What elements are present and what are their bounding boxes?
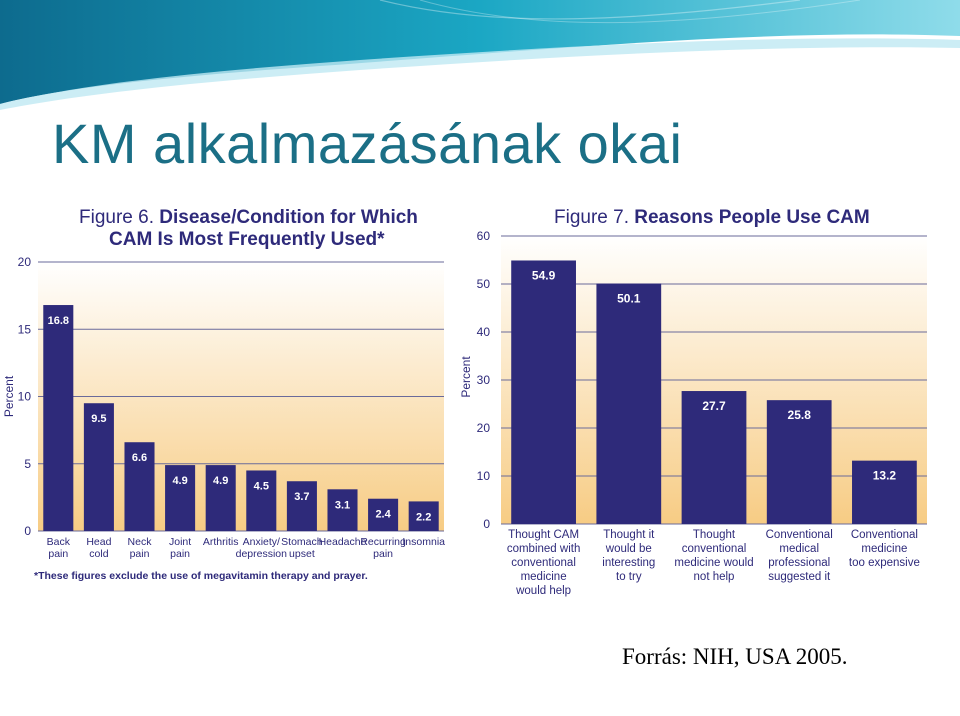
bar [327, 489, 358, 531]
x-tick-label: Head cold [86, 536, 111, 560]
x-tick-label: Neck pain [128, 536, 153, 560]
figure6-chart: Figure 6. Disease/Condition for Which CAM… [4, 207, 445, 582]
x-tick-label: Recurring pain [360, 536, 406, 560]
bar-value-label: 3.1 [335, 499, 350, 511]
footnote: *These figures exclude the use of megavi… [34, 570, 368, 582]
figure7-chart: Figure 7. Reasons People Use CAM 0 10 20 30 4… [459, 207, 927, 597]
x-tick-label: Insomnia [402, 536, 445, 548]
bar [205, 465, 236, 531]
x-tick-label: Anxiety/depression [236, 536, 288, 560]
bar [165, 465, 196, 531]
x-tick-label: Conventional medical professional suggested… [766, 529, 833, 583]
y-tick-label: 40 [477, 325, 491, 339]
source-citation: Forrás: NIH, USA 2005. [622, 644, 848, 669]
x-tick-label: Thought it would be interesting to try [602, 529, 655, 583]
bar-value-label: 6.6 [132, 452, 147, 464]
y-tick-label: 60 [477, 229, 491, 243]
y-tick-label: 30 [477, 373, 491, 387]
bar [43, 305, 74, 531]
y-tick-label: 5 [24, 457, 31, 471]
bar-value-label: 2.2 [416, 511, 431, 523]
x-tick-label: Thought conventional medicine would not hel… [674, 529, 753, 583]
bar [511, 260, 576, 524]
bar-value-label: 4.9 [213, 475, 228, 487]
x-tick-label: Arthritis [203, 536, 239, 548]
bar-value-label: 16.8 [48, 315, 69, 327]
slide-title: KM alkalmazásának okai [52, 112, 683, 175]
y-axis-label: Percent [459, 356, 473, 398]
bar [408, 501, 439, 531]
y-tick-label: 20 [477, 421, 491, 435]
bar-value-label: 2.4 [375, 509, 391, 521]
x-tick-label: Thought CAM combined with conventional medi… [507, 529, 581, 597]
bar [681, 391, 747, 524]
y-tick-label: 20 [18, 255, 32, 269]
bar [246, 470, 277, 531]
chart-title: Figure 7. Reasons People Use CAM [554, 207, 870, 228]
bar-value-label: 4.9 [172, 475, 187, 487]
y-tick-label: 10 [18, 390, 32, 404]
bar-value-label: 3.7 [294, 491, 309, 503]
chart-title: Figure 6. Disease/Condition for Which CAM… [79, 207, 418, 250]
bar-value-label: 54.9 [532, 268, 556, 282]
y-tick-label: 50 [477, 277, 491, 291]
bar-value-label: 27.7 [702, 399, 726, 413]
bar-value-label: 50.1 [617, 292, 641, 306]
bar-value-label: 9.5 [91, 413, 106, 425]
y-axis-label: Percent [4, 375, 16, 417]
header-banner [0, 0, 960, 110]
x-tick-label: Headache [319, 536, 367, 548]
bar-value-label: 4.5 [254, 480, 269, 492]
y-tick-label: 0 [483, 517, 490, 531]
y-tick-label: 10 [477, 469, 491, 483]
bar-value-label: 25.8 [788, 408, 812, 422]
bar [124, 442, 155, 531]
x-tick-label: Stomach upset [281, 536, 323, 560]
bar-value-label: 13.2 [873, 469, 897, 483]
bar [286, 481, 317, 531]
bar [596, 283, 662, 524]
x-tick-label: Back pain [47, 536, 71, 560]
bar [368, 498, 399, 531]
bar [83, 403, 114, 531]
x-tick-label: Joint pain [169, 536, 191, 560]
bar [766, 400, 832, 524]
bar [852, 460, 917, 524]
x-tick-label: Conventional medicine too expensive [849, 529, 920, 569]
y-tick-label: 0 [24, 524, 31, 538]
y-tick-label: 15 [18, 322, 32, 336]
